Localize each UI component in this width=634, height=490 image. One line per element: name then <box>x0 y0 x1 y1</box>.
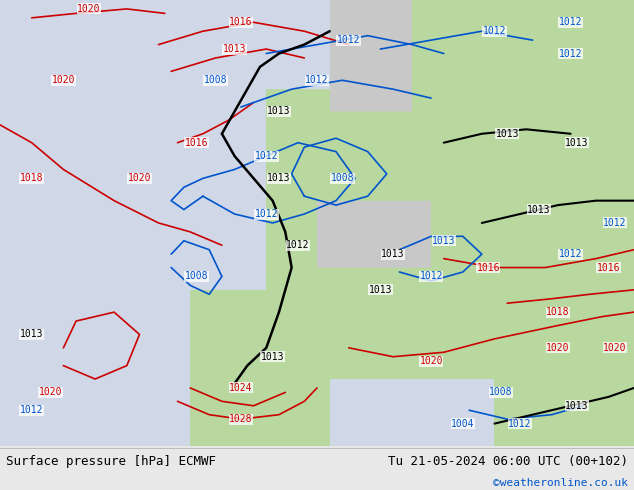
Text: 1012: 1012 <box>482 26 507 36</box>
Text: 1013: 1013 <box>565 401 589 411</box>
Text: 1013: 1013 <box>368 285 392 295</box>
Text: 1013: 1013 <box>267 173 291 183</box>
Text: 1012: 1012 <box>286 240 310 250</box>
Text: 1020: 1020 <box>127 173 152 183</box>
Text: 1016: 1016 <box>476 263 500 272</box>
Text: 1013: 1013 <box>432 236 456 246</box>
Text: 1012: 1012 <box>419 271 443 281</box>
Text: 1008: 1008 <box>489 388 513 397</box>
Text: 1012: 1012 <box>337 35 361 45</box>
Text: 1020: 1020 <box>51 75 75 85</box>
Text: 1012: 1012 <box>559 17 583 27</box>
Text: 1013: 1013 <box>223 44 247 54</box>
Text: 1012: 1012 <box>305 75 329 85</box>
Text: 1016: 1016 <box>229 17 253 27</box>
Text: 1012: 1012 <box>559 49 583 58</box>
Text: 1013: 1013 <box>267 106 291 117</box>
Text: 1013: 1013 <box>495 129 519 139</box>
Text: 1016: 1016 <box>184 138 209 147</box>
Text: 1018: 1018 <box>20 173 44 183</box>
Text: 1013: 1013 <box>381 249 405 259</box>
Text: 1008: 1008 <box>330 173 354 183</box>
Text: 1016: 1016 <box>597 263 621 272</box>
Text: 1013: 1013 <box>261 352 285 362</box>
Text: 1012: 1012 <box>20 405 44 415</box>
Text: 1020: 1020 <box>603 343 627 353</box>
Text: 1008: 1008 <box>204 75 228 85</box>
Text: 1013: 1013 <box>527 204 551 215</box>
Text: Tu 21-05-2024 06:00 UTC (00+102): Tu 21-05-2024 06:00 UTC (00+102) <box>387 455 628 468</box>
Text: 1013: 1013 <box>20 329 44 340</box>
Text: 1024: 1024 <box>229 383 253 393</box>
Text: 1018: 1018 <box>546 307 570 317</box>
Text: 1028: 1028 <box>229 414 253 424</box>
Text: 1012: 1012 <box>508 418 532 429</box>
Text: Surface pressure [hPa] ECMWF: Surface pressure [hPa] ECMWF <box>6 455 216 468</box>
Text: 1012: 1012 <box>603 218 627 228</box>
Text: 1020: 1020 <box>419 356 443 366</box>
Text: 1012: 1012 <box>254 209 278 219</box>
Text: 1008: 1008 <box>184 271 209 281</box>
Text: 1013: 1013 <box>565 138 589 147</box>
Text: 1012: 1012 <box>559 249 583 259</box>
Text: 1012: 1012 <box>254 151 278 161</box>
Text: 1020: 1020 <box>39 388 63 397</box>
Text: 1020: 1020 <box>546 343 570 353</box>
Text: 1020: 1020 <box>77 4 101 14</box>
Text: 1004: 1004 <box>451 418 475 429</box>
Text: ©weatheronline.co.uk: ©weatheronline.co.uk <box>493 478 628 489</box>
